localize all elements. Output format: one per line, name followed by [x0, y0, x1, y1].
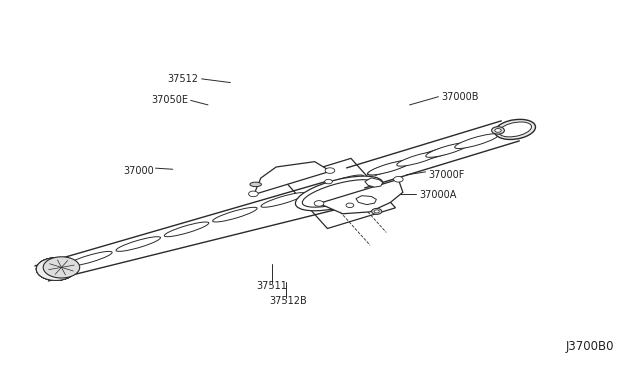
Ellipse shape — [261, 193, 305, 207]
Ellipse shape — [302, 180, 376, 207]
Ellipse shape — [394, 176, 403, 182]
Text: 37000B: 37000B — [442, 92, 479, 102]
Ellipse shape — [314, 201, 324, 206]
Ellipse shape — [368, 160, 412, 175]
Ellipse shape — [495, 119, 536, 140]
Ellipse shape — [36, 258, 76, 280]
Text: 37512B: 37512B — [269, 296, 307, 306]
Ellipse shape — [455, 134, 498, 148]
Polygon shape — [347, 121, 519, 188]
Polygon shape — [319, 179, 403, 214]
Ellipse shape — [212, 207, 257, 222]
Ellipse shape — [36, 258, 76, 280]
Ellipse shape — [68, 251, 112, 266]
Text: 37050E: 37050E — [152, 96, 189, 105]
Text: 37511: 37511 — [257, 282, 287, 291]
Ellipse shape — [36, 258, 76, 280]
Polygon shape — [283, 158, 396, 228]
Ellipse shape — [346, 203, 354, 208]
Text: J3700B0: J3700B0 — [566, 340, 614, 353]
Ellipse shape — [44, 257, 80, 278]
Ellipse shape — [492, 127, 504, 134]
Text: 37512: 37512 — [168, 74, 198, 84]
Text: 37000A: 37000A — [419, 190, 456, 200]
Ellipse shape — [36, 258, 76, 280]
Ellipse shape — [499, 122, 531, 137]
Polygon shape — [254, 162, 330, 195]
Text: 37000F: 37000F — [429, 170, 465, 180]
Ellipse shape — [397, 151, 440, 166]
Ellipse shape — [248, 191, 258, 197]
Ellipse shape — [426, 142, 469, 157]
Polygon shape — [356, 196, 376, 205]
Ellipse shape — [296, 176, 383, 211]
Ellipse shape — [250, 182, 262, 187]
Ellipse shape — [116, 237, 161, 251]
Ellipse shape — [36, 258, 76, 280]
Ellipse shape — [164, 222, 209, 237]
Ellipse shape — [36, 258, 76, 280]
Polygon shape — [365, 178, 383, 187]
Ellipse shape — [325, 168, 335, 173]
Ellipse shape — [367, 160, 412, 175]
Ellipse shape — [415, 145, 460, 160]
Ellipse shape — [372, 208, 382, 214]
Ellipse shape — [324, 179, 332, 184]
Text: 37000: 37000 — [123, 166, 154, 176]
Ellipse shape — [319, 175, 364, 190]
Ellipse shape — [374, 210, 380, 213]
Ellipse shape — [495, 129, 501, 132]
Polygon shape — [35, 181, 351, 281]
